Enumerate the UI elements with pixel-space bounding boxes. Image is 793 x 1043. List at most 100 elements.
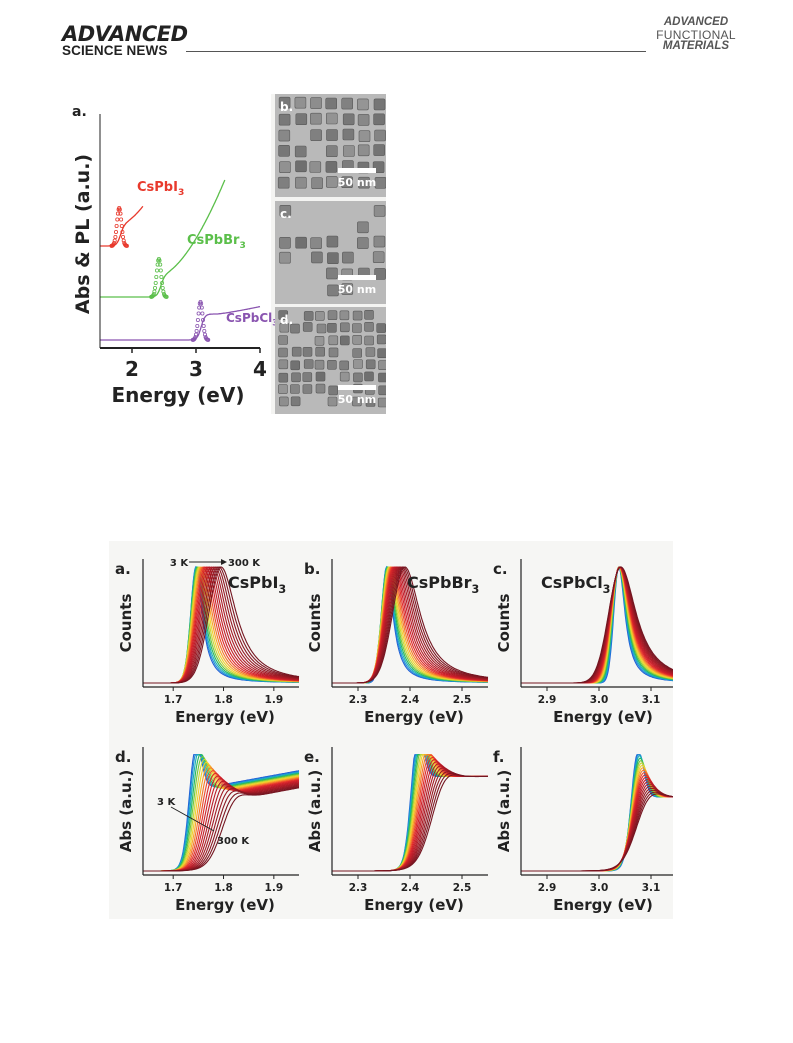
figure-1a-pl-point [117,207,122,212]
nanocube [372,251,385,263]
nanocube [339,360,350,371]
figure-1a-pl-point [193,335,198,340]
figure-1a-pl-point [155,268,160,273]
figure-1a-pl-point [112,238,117,243]
figure-1a-xtick-label: 2 [125,357,139,381]
nanocube [353,372,363,383]
abs-temperature-end-label: 300 K [217,836,250,847]
tem-panel-label: c. [280,207,292,221]
nanocube [294,96,307,109]
nanocube [326,235,339,248]
temperature-curve [143,787,300,872]
figure-1a-ylabel: Abs & PL (a.u.) [72,154,94,314]
figure-2: 1.7 1.8 1.9 Energy (eV) Counts a. CsPbI3 2.3 2.4… [109,541,673,919]
x-axis-label: Energy (eV) [175,896,275,914]
y-axis-label: Abs (a.u.) [495,770,513,852]
nanocube [327,284,339,297]
figure-1a-pl-point [154,274,159,279]
nanocube [279,251,291,264]
tem-scale-bar [338,385,376,390]
nanocube [373,235,386,248]
panel-label: b. [304,560,320,578]
figure-1a-xlabel: Energy (eV) [112,383,245,407]
journal-header-right: ADVANCED FUNCTIONAL MATERIALS [656,16,736,52]
figure-2-panel-d: 1.7 1.8 1.9 Energy (eV) Abs (a.u.) d. [115,747,300,914]
nanocube [328,335,339,346]
temperature-curve [332,566,489,684]
nanocube [277,176,290,189]
x-tick-label: 1.9 [265,882,284,894]
nanocube [357,221,369,234]
nanocube [326,267,338,280]
figure-1a-label: a. [72,104,87,120]
figure-1a-xtick-label: 3 [189,357,203,381]
nanocube [279,237,291,249]
nanocube [325,161,338,173]
nanocube [325,145,338,158]
nanocube [373,98,386,111]
y-axis-label: Counts [306,594,324,653]
compound-label: CsPbI3 [228,573,286,596]
x-tick-label: 3.1 [642,882,661,894]
figure-1a-pl-point [158,268,163,273]
nanocube [315,311,325,321]
x-tick-label: 1.8 [214,882,233,894]
nanocube [310,129,322,142]
nanocube [278,384,288,394]
figure-1a-pl-point [155,262,160,267]
nanocube [278,359,289,370]
nanocube [310,97,322,109]
nanocube [339,310,350,321]
nanocube [311,177,323,189]
nanocube [377,348,386,358]
figure-1a-pl-point [152,289,157,294]
tem-panel-label: b. [280,100,293,114]
nanocube [295,113,308,126]
nanocube [302,372,313,382]
figure-1a-pl-point [153,280,158,285]
journal-header-left: ADVANCED SCIENCE NEWS [62,24,188,58]
nanocube [357,144,370,157]
nanocube [339,371,350,382]
x-tick-label: 2.9 [538,882,557,894]
figure-1a-pl-point [200,317,205,322]
figure-1a-pl-point [114,229,119,234]
nanocube [364,322,374,332]
nanocube [378,360,386,370]
nanocube [290,360,300,371]
nanocube [352,323,362,333]
nanocube [352,396,362,407]
abs-temperature-arrow [170,806,215,832]
nanocube [325,176,338,188]
x-axis-label: Energy (eV) [553,708,653,726]
nanocube [356,237,369,249]
temperature-curve [332,774,488,872]
nanocube [310,237,322,249]
x-tick-label: 2.4 [401,882,420,894]
figure-1a-pl-point [114,223,119,228]
figure-1a-pl-point [201,323,206,328]
nanocube [353,359,363,369]
nanocube [279,396,289,407]
figure-1a-plot-area [100,179,261,342]
nanocube [315,371,326,382]
figure-1a-pl-point [153,285,158,290]
temperature-curve [143,566,300,684]
journal-name-science-news: SCIENCE NEWS [62,43,168,58]
figure-1: a. Abs & PL (a.u.) 2 3 4 Energy (eV) CsPbI… [66,94,386,414]
temperature-end-label: 300 K [228,558,261,569]
nanocube [377,397,386,408]
nanocube [364,310,374,320]
nanocube [327,359,337,370]
nanocube [279,161,291,173]
nanocube [365,397,376,407]
nanocube [327,252,339,264]
nanocube [358,176,370,189]
nanocube [278,372,289,383]
figure-1a-pl-point [119,223,124,228]
nanocube [376,334,386,345]
figure-1a-pl-point [160,280,165,285]
tem-panel-1: b. 50 nm [275,94,386,197]
y-axis-label: Counts [495,594,513,653]
compound-label: CsPbCl3 [541,573,610,596]
